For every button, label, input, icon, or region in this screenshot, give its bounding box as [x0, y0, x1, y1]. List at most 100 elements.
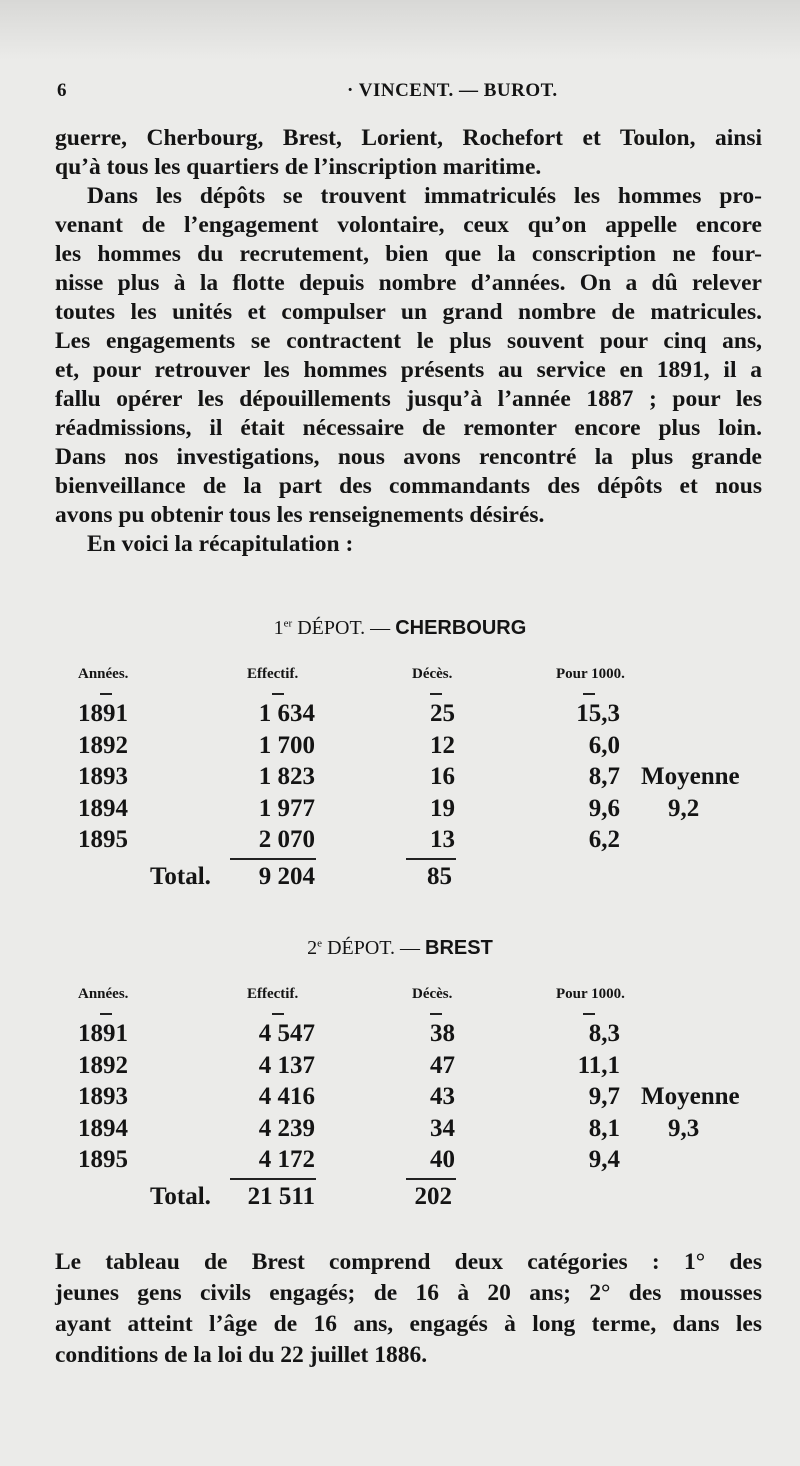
header-dash [430, 693, 442, 695]
table-cell: 8,1 [588, 1114, 620, 1142]
depot-ordinal: 2 [307, 937, 318, 959]
running-header: 6 · VINCENT. — BUROT. [57, 80, 757, 108]
header-dash [272, 1013, 284, 1015]
text-line: qu’à tous les quartiers de l’inscription… [55, 154, 542, 180]
table-title: 2e DÉPOT. — BREST [0, 937, 800, 960]
table-cell: 6,2 [588, 826, 620, 853]
depot-ordinal: 1 [273, 617, 284, 639]
table-cell: 1 700 [258, 731, 315, 759]
header-dash [272, 693, 284, 695]
column-header: Pour 1000. [556, 986, 625, 1002]
sum-rule [406, 1178, 456, 1180]
header-dash [583, 1013, 595, 1015]
text-line: et, pour retrouver les hommes présents a… [55, 357, 762, 383]
text-line: ayant atteint l’âge de 16 ans, engagés à… [55, 1311, 762, 1337]
table-cell: 43 [430, 1083, 455, 1110]
column-header: Années. [78, 666, 129, 682]
text-line: venant de l’engagement volontaire, ceux … [55, 212, 762, 238]
table-cell: 47 [430, 1051, 455, 1079]
total-effectif: 9 204 [258, 863, 315, 890]
table-cell: 19 [430, 794, 455, 822]
paragraph-3: En voici la récapitulation : [55, 530, 762, 559]
table-cell: 1892 [78, 1051, 128, 1079]
depot-label: DÉPOT. — [297, 617, 391, 639]
table-cell: 1895 [78, 1146, 128, 1173]
table-cell: 4 172 [258, 1146, 315, 1173]
table-cell: 34 [430, 1114, 455, 1142]
column-header: Effectif. [247, 666, 299, 682]
total-deces: 202 [414, 1183, 453, 1210]
depot-ordinal-suffix: er [283, 617, 293, 630]
column-header: Décès. [412, 666, 453, 682]
table-title: 1er DÉPOT. — CHERBOURG [0, 617, 800, 640]
average-label: Moyenne [641, 1083, 740, 1110]
table-cell: 1895 [78, 826, 128, 853]
table-cell: 9,6 [588, 794, 620, 822]
table-cell: 1893 [78, 763, 128, 790]
running-title: · VINCENT. — BUROT. [347, 80, 558, 101]
text-line: En voici la récapitulation : [87, 531, 354, 557]
column-header: Pour 1000. [556, 666, 625, 682]
paragraph-4: Le tableau de Brest comprend deux catégo… [55, 1247, 762, 1371]
table-cell: 1894 [78, 794, 128, 822]
table-cell: 8,7 [588, 763, 620, 790]
total-deces: 85 [427, 863, 452, 890]
depot-city: CHERBOURG [395, 617, 527, 639]
table-cell: 12 [430, 731, 455, 759]
column-header: Effectif. [247, 986, 299, 1002]
header-dash [430, 1013, 442, 1015]
sum-rule [406, 858, 456, 860]
table-cell: 1891 [78, 1020, 128, 1047]
average-value: 9,2 [668, 794, 700, 822]
text-line: guerre, Cherbourg, Brest, Lorient, Roche… [55, 125, 762, 151]
text-line: les hommes du recrutement, bien que la c… [55, 241, 762, 267]
table-cell: 8,3 [588, 1020, 620, 1047]
table-cell: 1 823 [258, 763, 315, 790]
total-effectif: 21 511 [247, 1183, 315, 1210]
table-cell: 6,0 [588, 731, 620, 759]
paragraph-1: guerre, Cherbourg, Brest, Lorient, Roche… [55, 124, 762, 182]
table-cell: 16 [430, 763, 455, 790]
table-cell: 4 137 [258, 1051, 315, 1079]
table-cell: 4 547 [258, 1020, 315, 1047]
average-value: 9,3 [668, 1114, 700, 1142]
table-cell: 1891 [78, 700, 128, 727]
table-cell: 4 239 [258, 1114, 315, 1142]
table-cell: 1 977 [258, 794, 315, 822]
table-cell: 4 416 [258, 1083, 315, 1110]
sum-rule [230, 858, 316, 860]
text-line: Les engagements se contractent le plus s… [55, 328, 762, 354]
text-line: bienveillance de la part des commandants… [55, 473, 762, 499]
page-top-shadow [0, 0, 800, 60]
column-header: Décès. [412, 986, 453, 1002]
table-cell: 40 [430, 1146, 455, 1173]
table-cell: 1894 [78, 1114, 128, 1142]
table-cell: 1893 [78, 1083, 128, 1110]
text-line: avons pu obtenir tous les renseignements… [55, 502, 545, 528]
text-line: fallu opérer les dépouillements jusqu’à … [55, 386, 762, 412]
text-line: conditions de la loi du 22 juillet 1886. [55, 1342, 428, 1368]
table-cell: 9,4 [588, 1146, 620, 1173]
column-header: Années. [78, 986, 129, 1002]
depot-ordinal-suffix: e [317, 937, 323, 950]
table-cell: 38 [430, 1020, 455, 1047]
table-cell: 1 634 [258, 700, 315, 727]
table-cell: 9,7 [588, 1083, 620, 1110]
table-cell: 1892 [78, 731, 128, 759]
average-label: Moyenne [641, 763, 740, 790]
table-cell: 13 [430, 826, 455, 853]
sum-rule [230, 1178, 316, 1180]
page-number: 6 [57, 80, 67, 101]
header-dash [100, 693, 112, 695]
table-cell: 25 [430, 700, 455, 727]
table-cell: 11,1 [577, 1051, 620, 1079]
depot-city: BREST [425, 937, 493, 959]
total-label: Total. [150, 1183, 211, 1210]
table-cell: 2 070 [258, 826, 315, 853]
header-dash [100, 1013, 112, 1015]
text-line: nisse plus à la flotte depuis nombre d’a… [55, 270, 762, 296]
text-line: réadmissions, il était nécessaire de rem… [55, 415, 762, 441]
depot-label: DÉPOT. — [327, 937, 421, 959]
text-line: toutes les unités et compulser un grand … [55, 299, 762, 325]
total-label: Total. [150, 863, 211, 890]
